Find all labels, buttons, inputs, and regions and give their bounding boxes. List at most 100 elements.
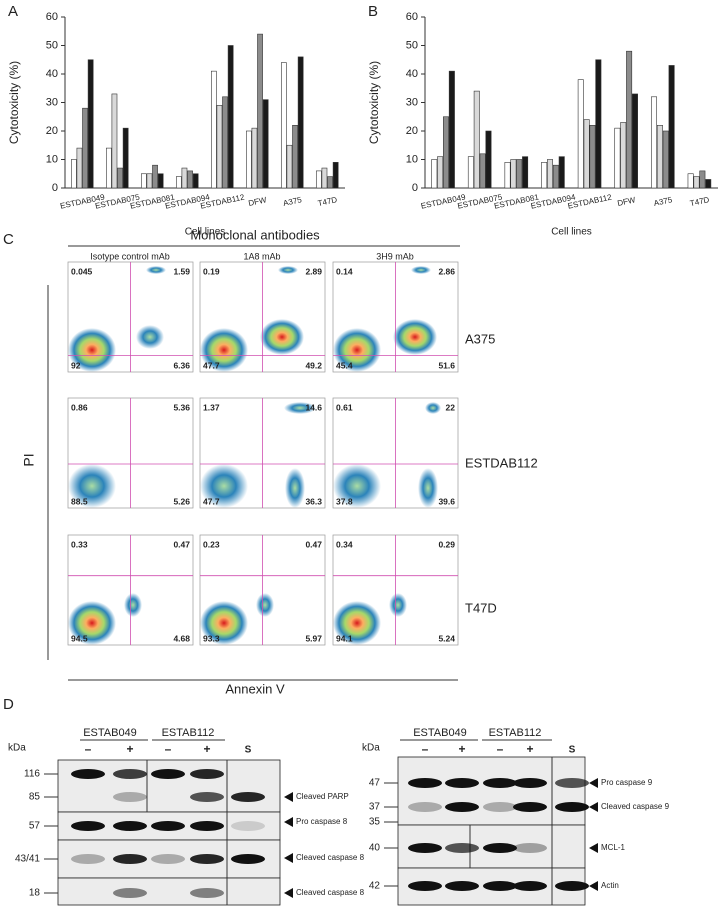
- column-title: Isotype control mAb: [90, 251, 170, 261]
- protein-band: [555, 802, 589, 812]
- quadrant-percent: 5.97: [305, 633, 322, 643]
- density-cloud: [68, 328, 116, 372]
- quadrant-percent: 37.8: [336, 496, 353, 506]
- protein-band: [231, 792, 265, 802]
- quadrant-percent: 47.7: [203, 496, 220, 506]
- band-label: Cleaved PARP: [296, 792, 349, 801]
- protein-band: [71, 854, 105, 864]
- bar: [589, 125, 596, 189]
- quadrant-percent: 5.26: [173, 496, 190, 506]
- bar: [687, 173, 694, 189]
- density-cloud: [333, 328, 381, 372]
- protein-band: [190, 769, 224, 779]
- quadrant-percent: 5.24: [438, 633, 455, 643]
- bar: [297, 56, 304, 189]
- bar: [547, 159, 553, 189]
- band-label: Pro caspase 9: [601, 778, 653, 787]
- bar: [626, 50, 633, 189]
- protein-band: [483, 881, 517, 891]
- marker-label: 85: [29, 792, 41, 803]
- blot-strip: [397, 756, 586, 826]
- bar: [467, 156, 474, 189]
- density-cloud: [146, 266, 166, 274]
- quadrant-percent: 0.29: [438, 539, 455, 549]
- density-cloud: [200, 464, 248, 508]
- bar: [157, 173, 164, 189]
- y-tick-label: 40: [46, 68, 58, 80]
- group-label: ESTAB049: [83, 727, 137, 739]
- density-cloud: [333, 464, 381, 508]
- marker-label: 47: [369, 778, 381, 789]
- bar: [651, 96, 658, 189]
- protein-band: [408, 843, 442, 853]
- quadrant-percent: 45.4: [336, 360, 353, 370]
- panel-label: C: [3, 231, 14, 248]
- bar: [577, 79, 584, 189]
- band-label: Cleaved caspase 9: [601, 802, 670, 811]
- quadrant-percent: 14.6: [305, 402, 322, 412]
- x-tick-label: T47D: [689, 195, 710, 208]
- marker-label: 37: [369, 802, 381, 813]
- protein-band: [513, 778, 547, 788]
- protein-band: [151, 769, 185, 779]
- bar: [437, 156, 444, 189]
- bar: [558, 156, 565, 189]
- protein-band: [190, 854, 224, 864]
- y-tick-label: 20: [406, 125, 418, 137]
- quadrant-percent: 5.36: [173, 402, 190, 412]
- quadrant-percent: 6.36: [173, 360, 190, 370]
- bar: [111, 93, 118, 189]
- marker-label: 18: [29, 888, 41, 899]
- density-cloud: [200, 328, 248, 372]
- protein-band: [113, 769, 147, 779]
- protein-band: [190, 821, 224, 831]
- protein-band: [151, 821, 185, 831]
- bar: [211, 70, 217, 189]
- lane-sign: –: [422, 742, 429, 756]
- protein-band: [113, 821, 147, 831]
- density-cloud: [68, 601, 116, 645]
- bar: [504, 162, 511, 189]
- bar: [668, 65, 675, 189]
- bar: [699, 170, 706, 189]
- quadrant-percent: 93.3: [203, 633, 220, 643]
- protein-band: [71, 821, 105, 831]
- quadrant-percent: 4.68: [173, 633, 190, 643]
- arrowhead: [284, 853, 293, 863]
- quadrant-percent: 1.59: [173, 266, 190, 276]
- bar: [541, 162, 548, 189]
- protein-band: [113, 888, 147, 898]
- bar: [522, 156, 529, 189]
- bar: [705, 179, 712, 189]
- row-label: ESTDAB112: [465, 455, 538, 470]
- bar: [516, 159, 523, 189]
- arrowhead: [589, 802, 598, 812]
- quadrant-percent: 0.19: [203, 266, 220, 276]
- standard-label: S: [569, 745, 576, 756]
- blot-strip: [57, 759, 281, 813]
- bar: [262, 99, 269, 189]
- bar: [510, 159, 517, 189]
- protein-band: [513, 843, 547, 853]
- bar: [257, 33, 263, 189]
- group-label: ESTAB049: [413, 727, 467, 739]
- lane-sign: –: [85, 742, 92, 756]
- bar: [693, 176, 700, 189]
- quadrant-percent: 39.6: [438, 496, 455, 506]
- standard-label: S: [245, 745, 252, 756]
- protein-band: [555, 778, 589, 788]
- density-cloud: [278, 266, 298, 274]
- x-tick-label: DFW: [617, 195, 637, 208]
- band-label: Cleaved caspase 8: [296, 888, 365, 897]
- bar: [76, 147, 83, 189]
- x-tick-label: T47D: [317, 195, 338, 208]
- arrowhead: [284, 817, 293, 827]
- bar: [485, 130, 492, 189]
- density-cloud: [124, 593, 142, 617]
- protein-band: [445, 881, 479, 891]
- bar: [620, 122, 627, 189]
- quadrant-percent: 92: [71, 360, 81, 370]
- x-axis-label: Annexin V: [225, 681, 285, 696]
- quadrant-percent: 1.37: [203, 402, 220, 412]
